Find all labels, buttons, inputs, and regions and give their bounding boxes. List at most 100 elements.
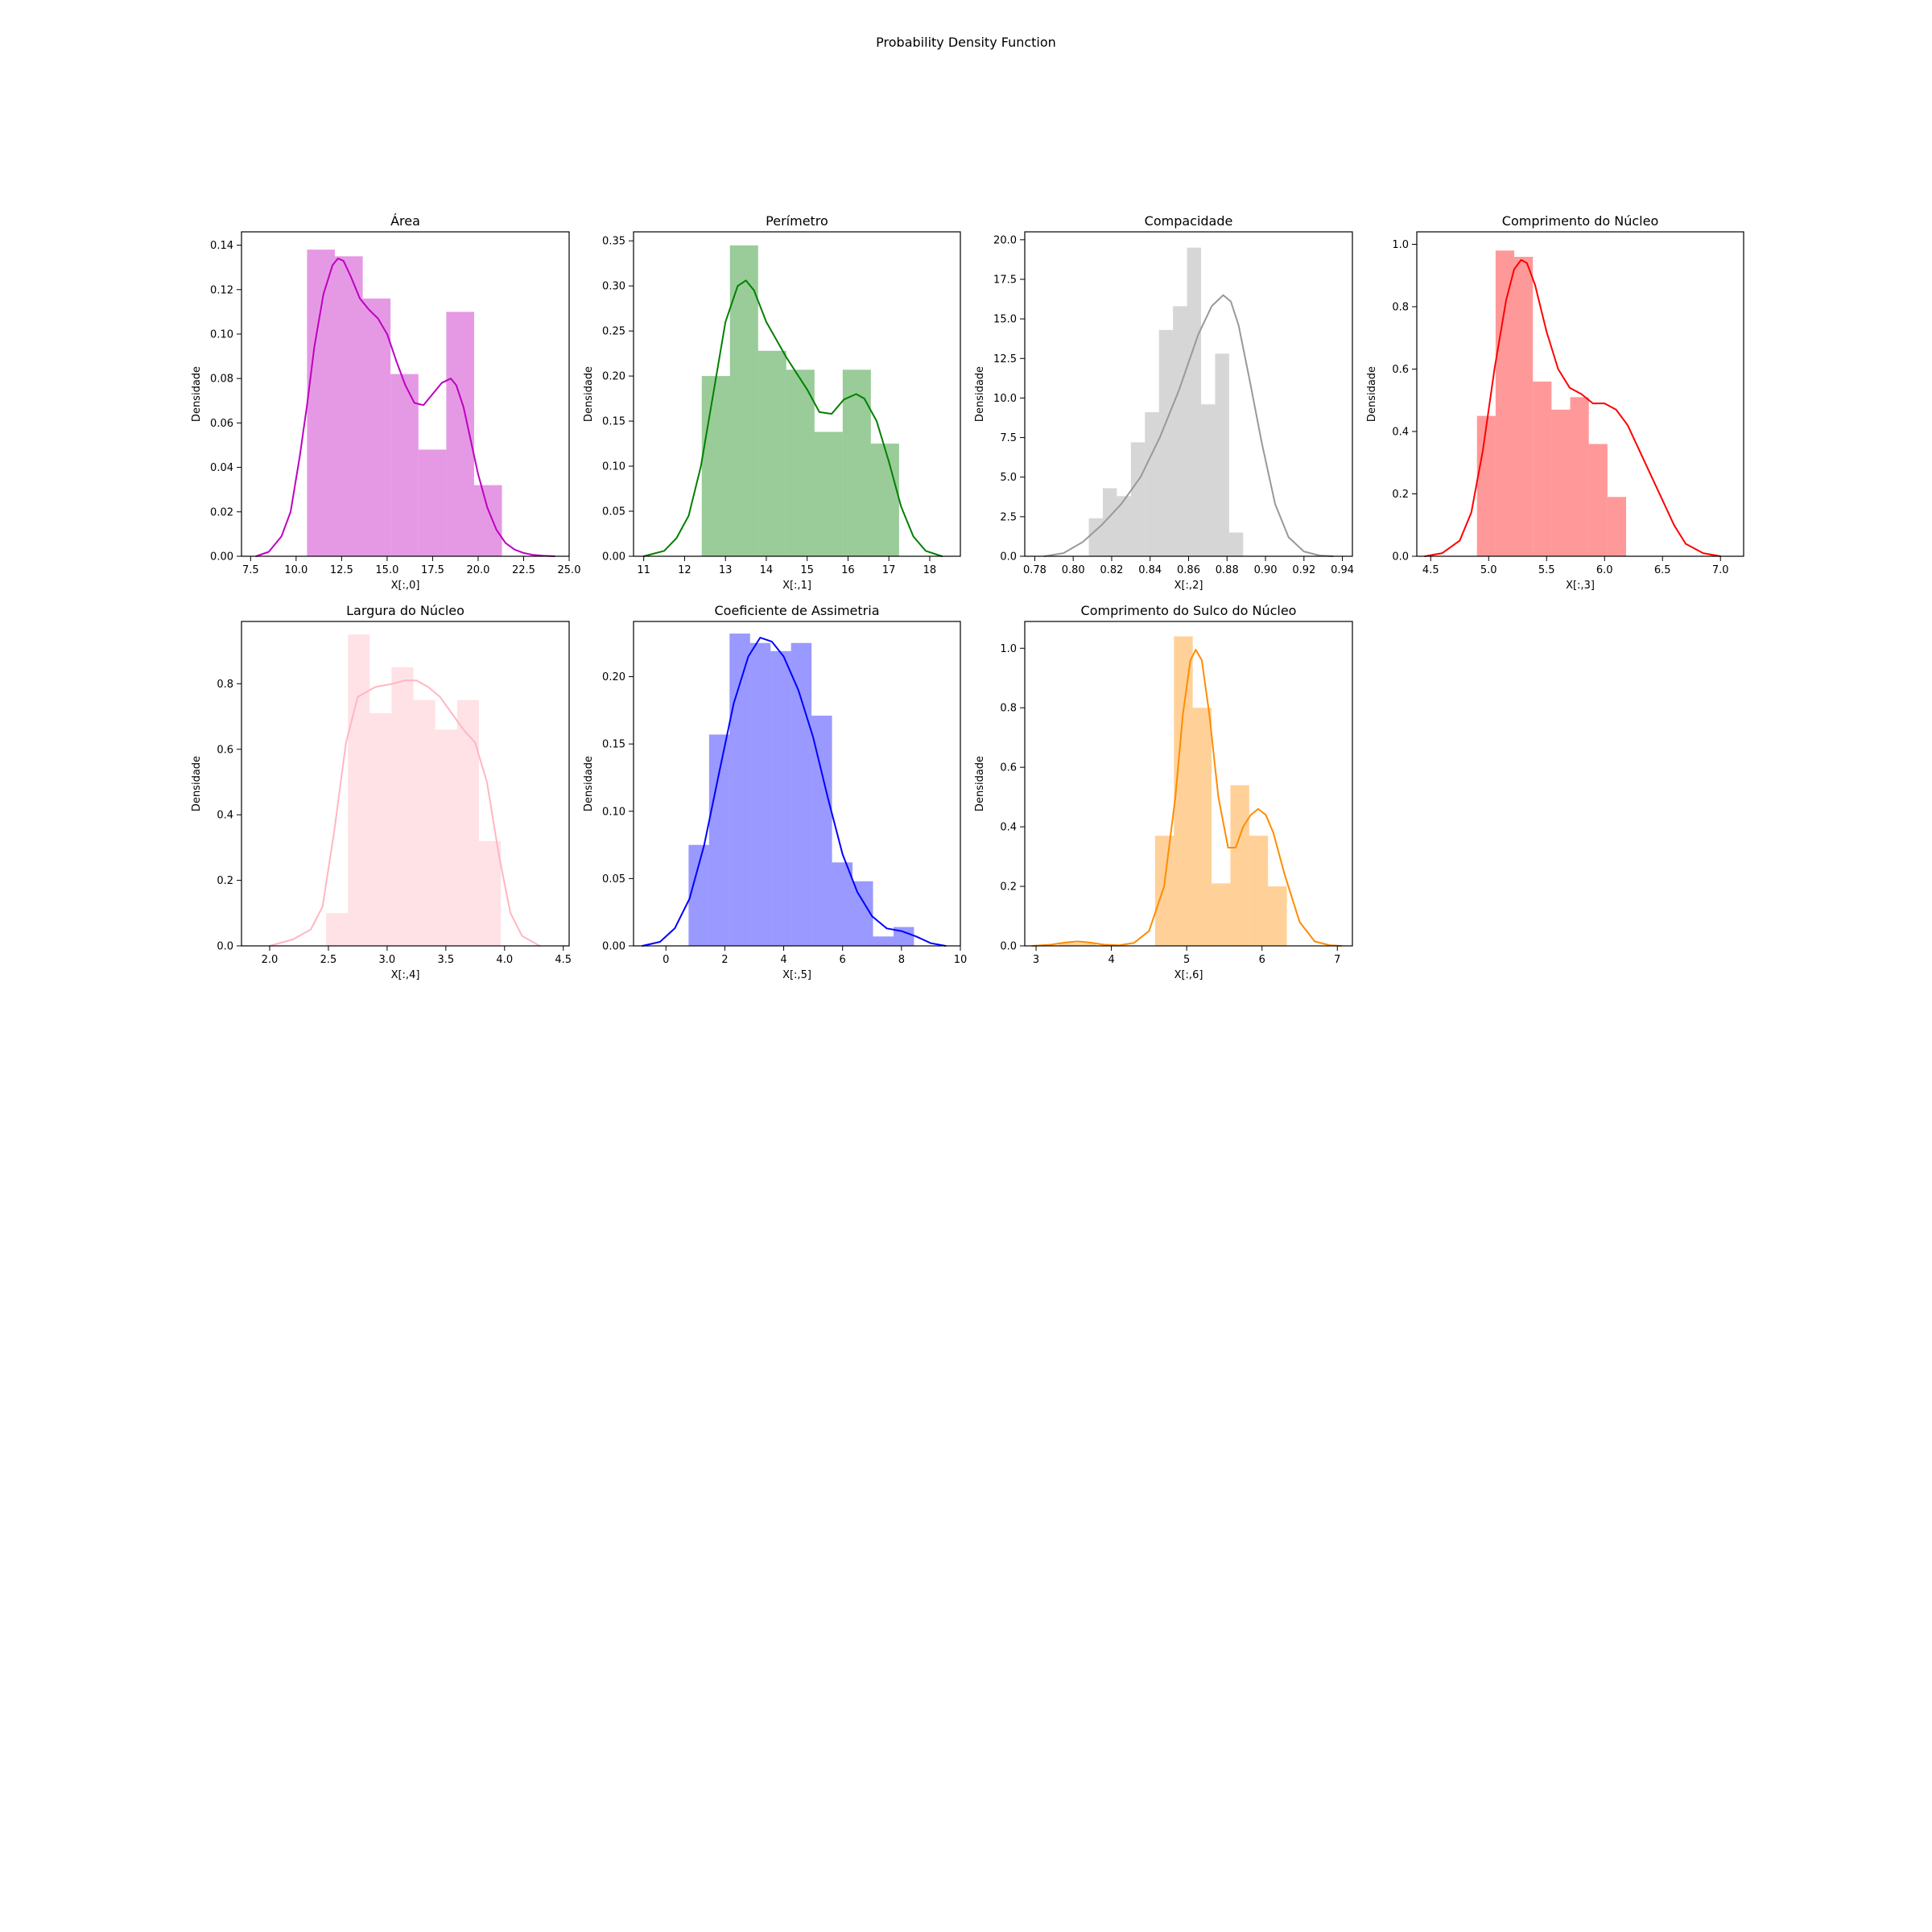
- histogram-bar: [1187, 247, 1202, 556]
- histogram-bar: [413, 700, 436, 946]
- x-axis-label: X[:,4]: [391, 969, 420, 981]
- histogram-bar: [1212, 883, 1231, 946]
- y-tick-label: 0.6: [1392, 364, 1409, 376]
- y-tick-label: 0.20: [602, 371, 625, 383]
- histogram-bar: [478, 840, 502, 946]
- x-tick-label: 4: [1108, 954, 1114, 966]
- subplot-title: Largura do Núcleo: [346, 603, 464, 618]
- y-tick-label: 0.2: [1392, 489, 1409, 501]
- subplot-3: 0.78 0.80 0.82 0.84 0.86 0.88 0.90 0.92 0.94 0.0 2…: [974, 213, 1354, 592]
- histogram-bar: [708, 734, 730, 946]
- axes-frame: [241, 231, 570, 557]
- axes-frame: [633, 231, 961, 557]
- x-tick-label: 0.78: [1023, 564, 1046, 576]
- histogram-bar: [362, 298, 391, 556]
- x-tick-label: 15: [800, 564, 814, 576]
- y-tick-label: 0.04: [210, 462, 233, 474]
- y-tick-label: 0.8: [1000, 703, 1017, 715]
- kde-line: [642, 279, 943, 557]
- subplot-4: 4.5 5.0 5.5 6.0 6.5 7.0 0.0 0.2 0.4 0.6 0.8 1.0 Comp…: [1366, 213, 1744, 592]
- y-tick-label: 7.5: [1000, 432, 1017, 444]
- subplot-7: 3 4 5 6 7 0.0 0.2 0.4 0.6 0.8 1.0 Comprimento do Su…: [974, 603, 1353, 981]
- histogram-bar: [418, 449, 447, 556]
- histogram-bar: [473, 485, 502, 556]
- histogram-bar: [435, 729, 457, 946]
- y-tick-label: 2.5: [1000, 511, 1017, 523]
- kde-line: [1424, 258, 1722, 557]
- histogram-bar: [326, 913, 349, 946]
- axes-frame: [241, 621, 570, 947]
- x-tick-label: 4: [780, 954, 786, 966]
- y-tick-label: 0.02: [210, 506, 233, 518]
- y-tick-label: 0.0: [1392, 551, 1409, 564]
- histogram-bar: [770, 650, 791, 946]
- x-tick-label: 3.5: [437, 954, 454, 966]
- x-tick-label: 7.0: [1712, 564, 1729, 576]
- histogram-bar: [814, 431, 843, 556]
- x-tick-label: 7: [1334, 954, 1340, 966]
- x-tick-label: 12.5: [330, 564, 353, 576]
- histogram-bar: [1249, 836, 1269, 946]
- y-tick-label: 0.4: [217, 810, 233, 822]
- histogram-bar: [348, 634, 370, 946]
- x-tick-label: 25.0: [558, 564, 581, 576]
- y-tick-label: 0.10: [210, 328, 233, 341]
- histogram-bar: [791, 642, 812, 946]
- y-tick-label: 0.12: [210, 284, 233, 296]
- y-tick-label: 0.00: [210, 551, 233, 564]
- y-tick-label: 0.0: [217, 941, 233, 953]
- y-axis-label: Densidade: [974, 756, 986, 811]
- x-tick-label: 5: [1183, 954, 1190, 966]
- x-tick-label: 0.86: [1177, 564, 1200, 576]
- y-axis-label: Densidade: [583, 366, 595, 422]
- kde-line: [642, 637, 947, 947]
- x-tick-label: 4.5: [555, 954, 572, 966]
- histogram-bar: [870, 444, 899, 556]
- x-tick-label: 0.84: [1138, 564, 1162, 576]
- subplot-title: Comprimento do Sulco do Núcleo: [1081, 603, 1297, 618]
- y-tick-label: 0.00: [602, 551, 625, 564]
- histogram-bar: [701, 376, 730, 556]
- y-tick-label: 0.10: [602, 461, 625, 473]
- x-tick-label: 6: [1259, 954, 1265, 966]
- x-tick-label: 18: [923, 564, 937, 576]
- histogram-bar: [1551, 409, 1571, 556]
- x-tick-label: 22.5: [512, 564, 535, 576]
- y-tick-label: 0.05: [602, 873, 625, 886]
- y-tick-label: 0.30: [602, 281, 625, 293]
- y-tick-label: 0.14: [210, 240, 233, 252]
- histogram-bar: [1130, 442, 1146, 556]
- histogram-bar: [873, 936, 894, 946]
- histogram-bar: [1154, 836, 1174, 946]
- x-tick-label: 13: [719, 564, 733, 576]
- x-tick-label: 20.0: [466, 564, 489, 576]
- x-tick-label: 0: [663, 954, 669, 966]
- histogram-bar: [369, 712, 392, 946]
- x-tick-label: 15.0: [375, 564, 398, 576]
- axes-frame: [1024, 621, 1353, 947]
- y-tick-label: 5.0: [1000, 472, 1017, 484]
- x-tick-label: 5.0: [1480, 564, 1497, 576]
- x-tick-label: 0.94: [1331, 564, 1354, 576]
- x-tick-label: 6.0: [1596, 564, 1613, 576]
- y-axis-label: Densidade: [191, 366, 203, 422]
- y-tick-label: 15.0: [993, 314, 1017, 326]
- x-axis-label: X[:,3]: [1566, 580, 1595, 592]
- histogram-bar: [1268, 886, 1287, 946]
- y-tick-label: 0.8: [1392, 302, 1409, 314]
- x-tick-label: 14: [760, 564, 774, 576]
- histogram-bar: [749, 642, 771, 946]
- y-tick-label: 1.0: [1000, 643, 1017, 655]
- y-tick-label: 12.5: [993, 353, 1017, 365]
- x-tick-label: 2: [721, 954, 728, 966]
- x-tick-label: 10: [954, 954, 968, 966]
- x-tick-label: 3: [1033, 954, 1039, 966]
- histogram-bar: [688, 844, 709, 946]
- subplot-title: Área: [390, 213, 420, 229]
- subplot-title: Comprimento do Núcleo: [1502, 213, 1658, 229]
- axes-frame: [1416, 231, 1744, 557]
- x-tick-label: 10.0: [284, 564, 308, 576]
- y-tick-label: 0.4: [1000, 822, 1017, 834]
- histogram-bar: [1059, 943, 1096, 946]
